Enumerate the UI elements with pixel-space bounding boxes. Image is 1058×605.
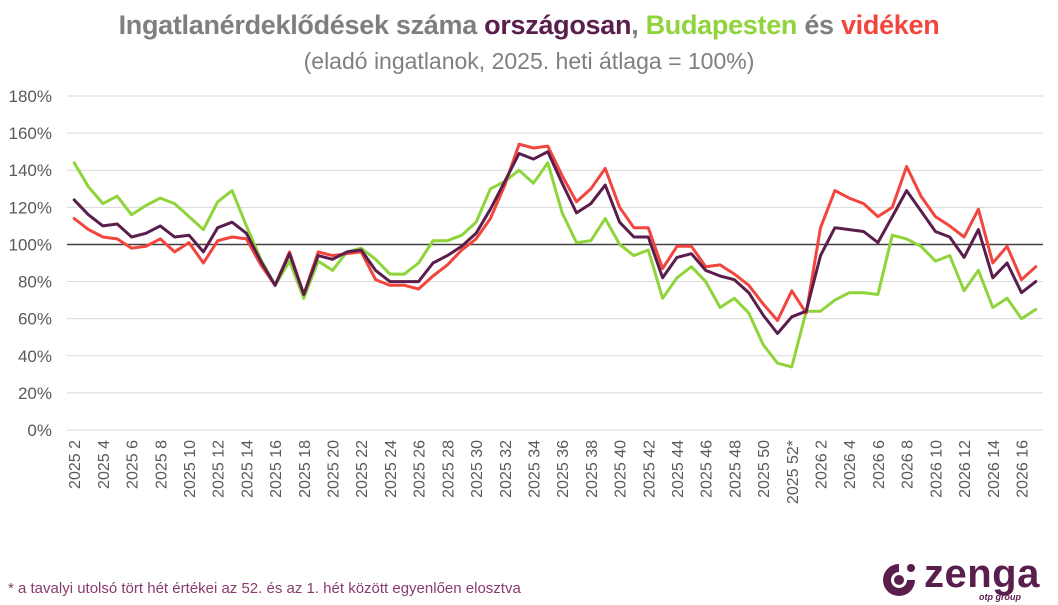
x-tick-label: 2025 30 bbox=[469, 440, 486, 498]
y-tick-label: 20% bbox=[18, 384, 52, 403]
chart-title: Ingatlanérdeklődések száma országosan, B… bbox=[0, 10, 1058, 41]
x-tick-label: 2025 14 bbox=[239, 440, 256, 498]
x-tick-label: 2026 4 bbox=[842, 440, 859, 489]
x-tick-label: 2026 6 bbox=[871, 440, 888, 489]
x-tick-label: 2025 48 bbox=[727, 440, 744, 498]
x-tick-label: 2026 16 bbox=[1014, 440, 1031, 498]
y-tick-label: 160% bbox=[9, 124, 52, 143]
y-tick-label: 60% bbox=[18, 310, 52, 329]
x-tick-label: 2025 20 bbox=[326, 440, 343, 498]
x-tick-label: 2025 52* bbox=[785, 440, 802, 504]
x-tick-label: 2025 22 bbox=[354, 440, 371, 498]
series-line-országosan bbox=[72, 150, 1038, 335]
x-tick-label: 2025 28 bbox=[440, 440, 457, 498]
logo-wordmark: zenga bbox=[924, 552, 1040, 596]
x-tick-label: 2025 42 bbox=[641, 440, 658, 498]
series-line-vidéken bbox=[72, 142, 1038, 322]
y-tick-label: 0% bbox=[27, 421, 52, 440]
title-part-3: , bbox=[631, 10, 646, 40]
x-tick-label: 2025 44 bbox=[670, 440, 687, 498]
x-tick-label: 2026 2 bbox=[814, 440, 831, 489]
x-tick-label: 2025 4 bbox=[96, 440, 113, 489]
series-line-Budapesten bbox=[72, 161, 1038, 369]
zenga-logo-icon bbox=[883, 564, 915, 596]
x-tick-label: 2025 50 bbox=[756, 440, 773, 498]
x-tick-label: 2025 24 bbox=[383, 440, 400, 498]
title-budapesten: Budapesten bbox=[645, 10, 798, 40]
y-tick-label: 180% bbox=[9, 87, 52, 106]
x-tick-label: 2026 14 bbox=[986, 440, 1003, 498]
footnote: * a tavalyi utolsó tört hét értékei az 5… bbox=[8, 580, 521, 597]
x-tick-label: 2025 36 bbox=[555, 440, 572, 498]
x-tick-label: 2025 34 bbox=[526, 440, 543, 498]
x-tick-label: 2025 6 bbox=[125, 440, 142, 489]
y-tick-label: 100% bbox=[9, 235, 52, 254]
title-videken: vidéken bbox=[840, 10, 940, 40]
x-tick-label: 2025 18 bbox=[297, 440, 314, 498]
logo-subtext: otp group bbox=[979, 592, 1021, 602]
title-part-1: Ingatlanérdeklődések száma bbox=[118, 10, 485, 40]
x-tick-label: 2025 16 bbox=[268, 440, 285, 498]
x-tick-label: 2026 8 bbox=[900, 440, 917, 489]
x-tick-label: 2025 12 bbox=[211, 440, 228, 498]
chart-subtitle: (eladó ingatlanok, 2025. heti átlaga = 1… bbox=[303, 48, 755, 74]
y-tick-label: 120% bbox=[9, 198, 52, 217]
zenga-logo: zenga otp group bbox=[880, 552, 1050, 604]
x-tick-label: 2025 32 bbox=[498, 440, 515, 498]
y-tick-label: 40% bbox=[18, 347, 52, 366]
x-tick-label: 2026 12 bbox=[957, 440, 974, 498]
x-tick-label: 2025 40 bbox=[613, 440, 630, 498]
x-tick-label: 2025 26 bbox=[412, 440, 429, 498]
title-part-5: és bbox=[797, 10, 841, 40]
title-orszagosan: országosan bbox=[484, 10, 632, 40]
x-tick-label: 2025 8 bbox=[153, 440, 170, 489]
x-tick-label: 2025 38 bbox=[584, 440, 601, 498]
x-tick-label: 2025 46 bbox=[699, 440, 716, 498]
x-tick-label: 2025 2 bbox=[67, 440, 84, 489]
x-tick-label: 2025 10 bbox=[182, 440, 199, 498]
x-tick-label: 2026 10 bbox=[928, 440, 945, 498]
line-chart: 0% 20% 40% 60% 80% 100% 120% 140% 160% 180% 2025 2… bbox=[9, 87, 1043, 504]
y-tick-label: 140% bbox=[9, 161, 52, 180]
y-tick-label: 80% bbox=[18, 273, 52, 292]
